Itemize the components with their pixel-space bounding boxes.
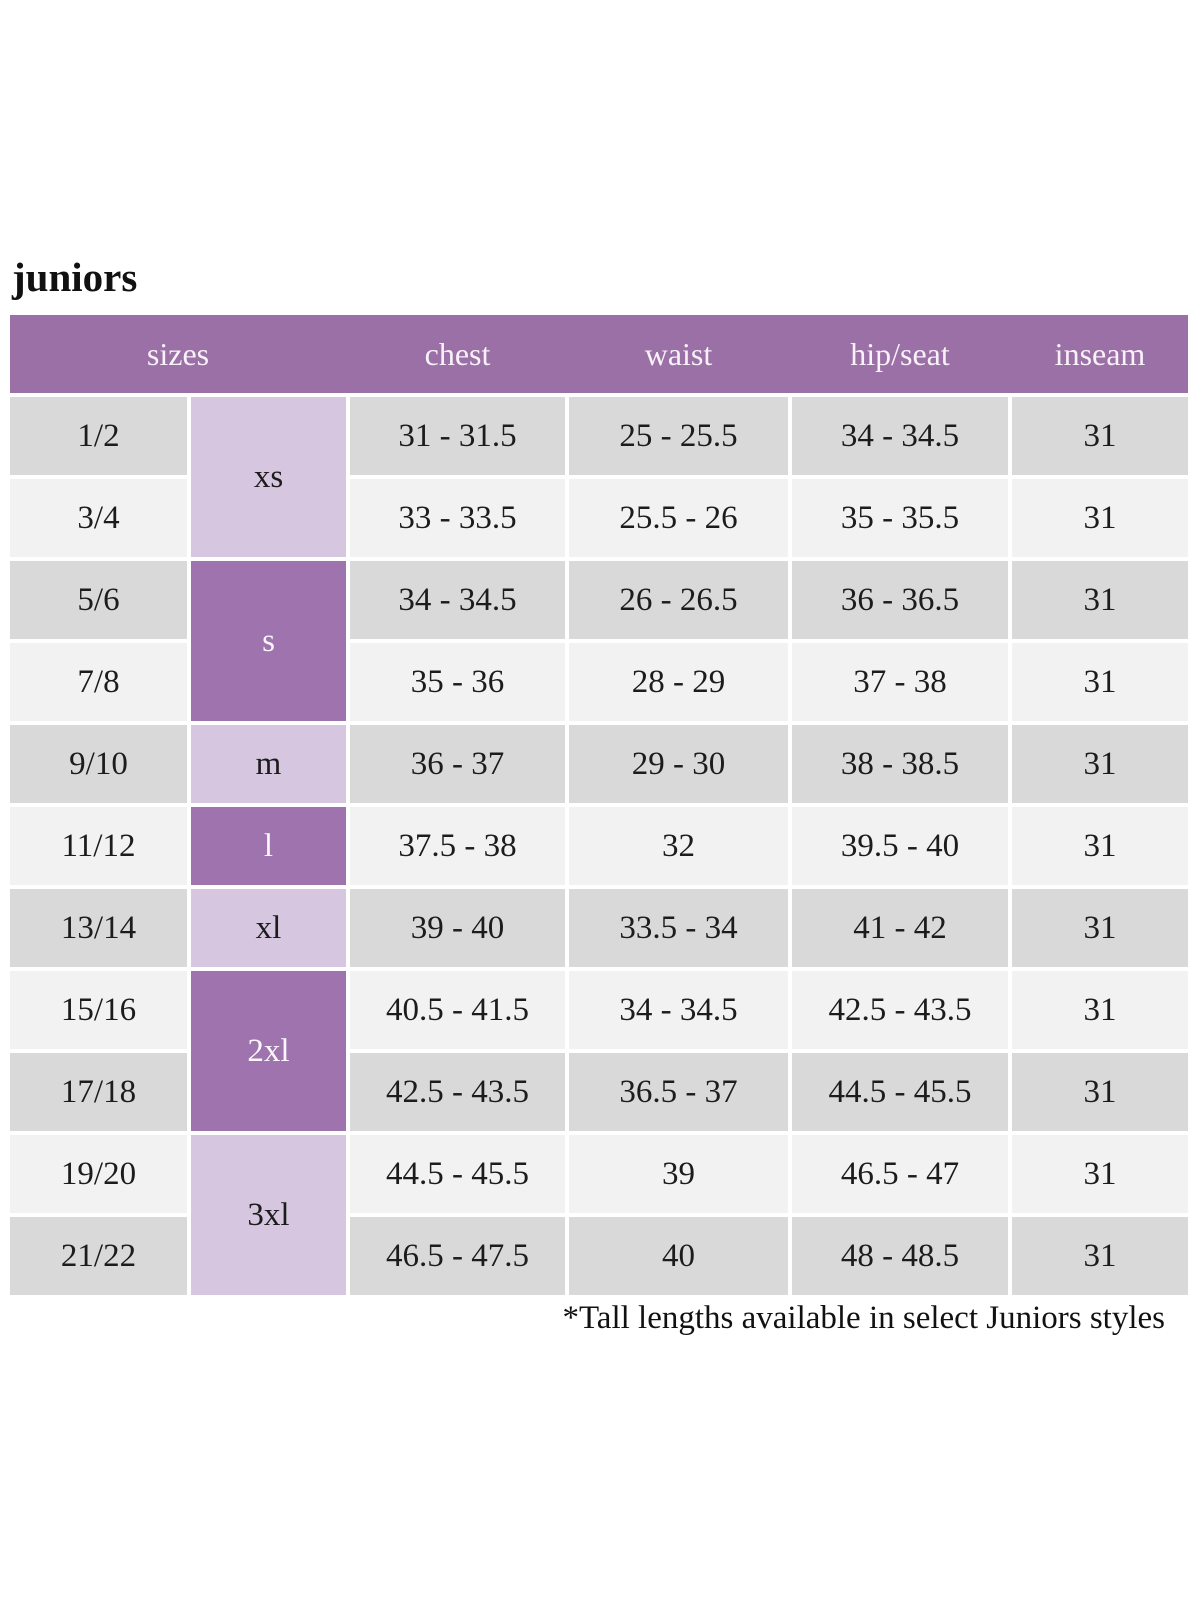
cell-hip-seat: 35 - 35.5 [792,479,1008,557]
cell-hip-seat: 37 - 38 [792,643,1008,721]
cell-hip-seat: 39.5 - 40 [792,807,1008,885]
cell-hip-seat: 34 - 34.5 [792,397,1008,475]
cell-hip-seat: 41 - 42 [792,889,1008,967]
cell-waist: 39 [569,1135,788,1213]
size-group-3xl: 3xl [191,1135,346,1295]
cell-hip-seat: 38 - 38.5 [792,725,1008,803]
column-header-waist: waist [644,335,713,372]
cell-size: 17/18 [10,1053,187,1131]
cell-hip-seat: 48 - 48.5 [792,1217,1008,1295]
column-header-hip-seat: hip/seat [850,335,950,372]
cell-chest: 36 - 37 [350,725,565,803]
size-group-2xl: 2xl [191,971,346,1131]
cell-waist: 33.5 - 34 [569,889,788,967]
cell-chest: 39 - 40 [350,889,565,967]
cell-chest: 42.5 - 43.5 [350,1053,565,1131]
cell-size: 13/14 [10,889,187,967]
cell-inseam: 31 [1012,807,1188,885]
cell-size: 5/6 [10,561,187,639]
cell-inseam: 31 [1012,643,1188,721]
juniors-size-table: sizes chest waist hip/seat inseam xs s m… [10,315,1188,1295]
cell-waist: 25 - 25.5 [569,397,788,475]
cell-waist: 36.5 - 37 [569,1053,788,1131]
page-title: juniors [12,254,138,300]
cell-waist: 29 - 30 [569,725,788,803]
tall-lengths-footnote: *Tall lengths available in select Junior… [562,1300,1165,1336]
size-group-m: m [191,725,346,803]
cell-size: 3/4 [10,479,187,557]
cell-inseam: 31 [1012,1053,1188,1131]
table-header-band [10,315,1188,393]
cell-size: 7/8 [10,643,187,721]
cell-chest: 46.5 - 47.5 [350,1217,565,1295]
cell-chest: 44.5 - 45.5 [350,1135,565,1213]
cell-chest: 40.5 - 41.5 [350,971,565,1049]
cell-hip-seat: 44.5 - 45.5 [792,1053,1008,1131]
cell-chest: 33 - 33.5 [350,479,565,557]
cell-hip-seat: 42.5 - 43.5 [792,971,1008,1049]
cell-waist: 28 - 29 [569,643,788,721]
cell-chest: 31 - 31.5 [350,397,565,475]
cell-chest: 37.5 - 38 [350,807,565,885]
cell-inseam: 31 [1012,725,1188,803]
cell-size: 1/2 [10,397,187,475]
column-header-sizes: sizes [146,335,210,372]
cell-inseam: 31 [1012,889,1188,967]
cell-size: 9/10 [10,725,187,803]
cell-inseam: 31 [1012,1135,1188,1213]
cell-inseam: 31 [1012,397,1188,475]
column-header-inseam: inseam [1054,335,1146,372]
cell-waist: 26 - 26.5 [569,561,788,639]
size-group-xl: xl [191,889,346,967]
cell-size: 11/12 [10,807,187,885]
cell-waist: 25.5 - 26 [569,479,788,557]
cell-size: 21/22 [10,1217,187,1295]
cell-inseam: 31 [1012,479,1188,557]
cell-chest: 35 - 36 [350,643,565,721]
cell-waist: 34 - 34.5 [569,971,788,1049]
cell-waist: 32 [569,807,788,885]
size-group-s: s [191,561,346,721]
cell-inseam: 31 [1012,1217,1188,1295]
cell-inseam: 31 [1012,561,1188,639]
size-group-xs: xs [191,397,346,557]
cell-size: 19/20 [10,1135,187,1213]
cell-hip-seat: 46.5 - 47 [792,1135,1008,1213]
cell-hip-seat: 36 - 36.5 [792,561,1008,639]
cell-inseam: 31 [1012,971,1188,1049]
column-header-chest: chest [424,335,491,372]
cell-waist: 40 [569,1217,788,1295]
cell-size: 15/16 [10,971,187,1049]
size-group-l: l [191,807,346,885]
cell-chest: 34 - 34.5 [350,561,565,639]
